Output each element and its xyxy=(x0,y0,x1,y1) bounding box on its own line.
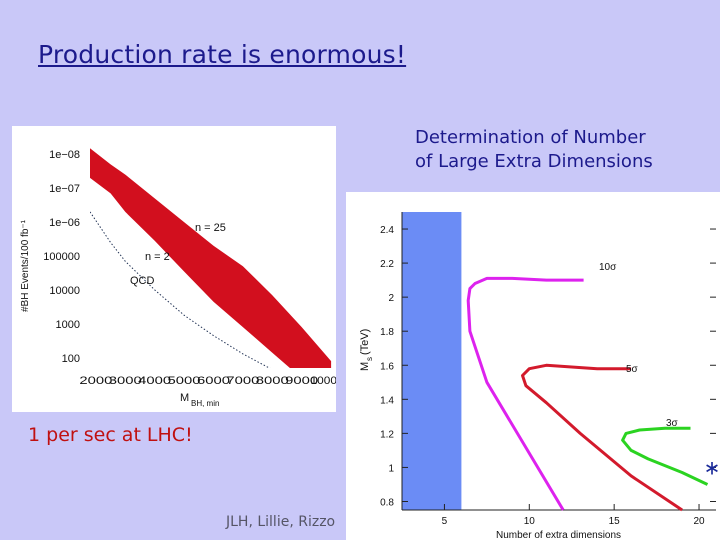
series-label: 5σ xyxy=(626,364,639,375)
y-axis-label-unit: (TeV) xyxy=(359,329,371,355)
series-line-2 xyxy=(621,426,709,486)
x-tick-label: 5000 xyxy=(168,375,201,387)
chart2-heading-line1: Determination of Number xyxy=(415,127,646,148)
x-tick-label: 3000 xyxy=(109,375,142,387)
x-tick-label: 8000 xyxy=(256,375,289,387)
x-tick-label: 9000 xyxy=(285,375,318,387)
author-credit: JLH, Lillie, Rizzo xyxy=(226,514,336,530)
x-tick-label: 20 xyxy=(693,516,705,527)
lhc-rate-caption: 1 per sec at LHC! xyxy=(28,424,193,446)
x-axis-label-sub: BH, min xyxy=(191,399,219,408)
y-tick-label: 1000 xyxy=(56,319,80,331)
y-tick-label: 2.4 xyxy=(380,225,394,236)
data-point-marker: ∗ xyxy=(704,457,720,479)
label-n2: n = 2 xyxy=(145,251,170,263)
signal-band xyxy=(90,148,332,368)
y-tick-label: 10000 xyxy=(49,285,80,297)
chart2-heading: Determination of Number of Large Extra D… xyxy=(415,126,653,174)
extra-dimensions-chart-panel: 0.8 1 1.2 1.4 1.6 1.8 2 2.2 2.4 5 10 15 20 10σ 5σ 3σ ∗ Nu… xyxy=(346,192,720,540)
y-tick-label: 1.8 xyxy=(380,327,394,338)
slide-title: Production rate is enormous! xyxy=(38,40,407,69)
x-tick-label: 7000 xyxy=(226,375,259,387)
series-line-0 xyxy=(466,276,584,511)
qcd-curve xyxy=(90,211,271,368)
x-tick-label: 15 xyxy=(609,516,621,527)
series-label: 10σ xyxy=(599,262,617,273)
label-qcd: QCD xyxy=(130,275,155,287)
bh-events-chart: 100 1000 10000 100000 1e−06 1e−07 1e−08 2000300… xyxy=(20,148,336,408)
y-axis-label: M xyxy=(359,362,371,371)
x-tick-label: 10 xyxy=(524,516,536,527)
x-tick-label: 5 xyxy=(442,516,448,527)
y-tick-label: 2 xyxy=(388,293,394,304)
y-tick-label: 100000 xyxy=(43,251,80,263)
y-tick-label: 1e−06 xyxy=(49,217,80,229)
x-tick-label: 2000 xyxy=(79,375,112,387)
x-axis-label: M xyxy=(180,392,189,404)
y-axis-label-group: Ms (TeV) xyxy=(359,329,374,371)
y-tick-label: 1.4 xyxy=(380,395,394,406)
series-label: 3σ xyxy=(666,418,679,429)
excluded-region xyxy=(402,212,462,510)
y-tick-label: 1 xyxy=(388,463,394,474)
y-tick-label: 2.2 xyxy=(380,259,394,270)
y-tick-label: 1.6 xyxy=(380,361,394,372)
x-tick-label: 10000 xyxy=(311,375,336,387)
y-tick-label: 1e−08 xyxy=(49,149,80,161)
x-axis-label: Number of extra dimensions xyxy=(496,530,621,540)
y-tick-label: 1.2 xyxy=(380,429,394,440)
x-tick-label: 6000 xyxy=(197,375,230,387)
y-tick-label: 1e−07 xyxy=(49,183,80,195)
y-tick-label: 100 xyxy=(62,353,80,365)
series-line-1 xyxy=(521,363,683,512)
extra-dimensions-chart: 0.8 1 1.2 1.4 1.6 1.8 2 2.2 2.4 5 10 15 20 10σ 5σ 3σ ∗ Nu… xyxy=(359,212,720,540)
chart2-heading-line2: of Large Extra Dimensions xyxy=(415,151,653,172)
y-axis-label-sub: s xyxy=(365,357,374,361)
x-tick-label: 4000 xyxy=(138,375,171,387)
bh-events-chart-panel: 100 1000 10000 100000 1e−06 1e−07 1e−08 2000 300… xyxy=(12,126,336,412)
y-axis-label: #BH Events/100 fb⁻¹ xyxy=(20,219,31,312)
y-tick-label: 0.8 xyxy=(380,497,394,508)
label-n25: n = 25 xyxy=(195,222,226,234)
